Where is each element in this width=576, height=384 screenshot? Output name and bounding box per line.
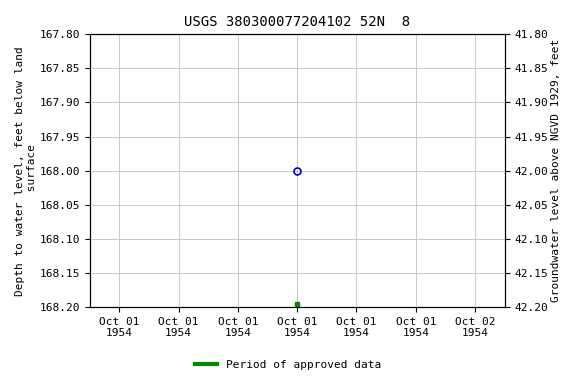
Y-axis label: Groundwater level above NGVD 1929, feet: Groundwater level above NGVD 1929, feet (551, 39, 561, 302)
Y-axis label: Depth to water level, feet below land
 surface: Depth to water level, feet below land su… (15, 46, 37, 296)
Legend: Period of approved data: Period of approved data (191, 356, 385, 375)
Title: USGS 380300077204102 52N  8: USGS 380300077204102 52N 8 (184, 15, 410, 29)
